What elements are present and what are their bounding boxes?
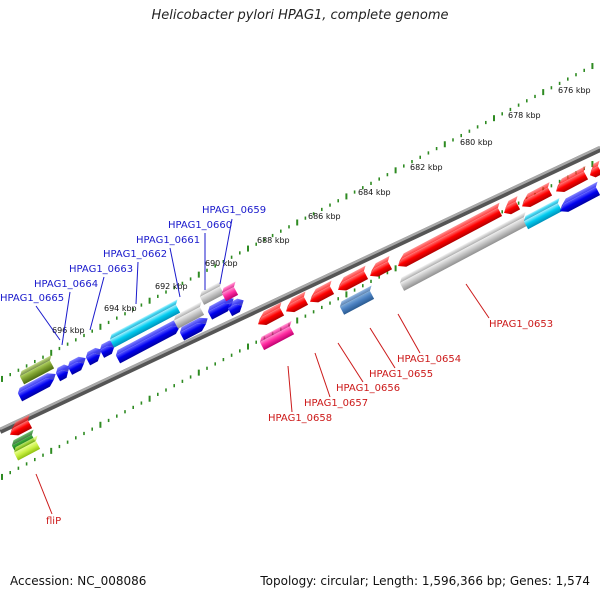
leader-line <box>337 342 364 383</box>
gene-label: HPAG1_0663 <box>69 264 133 275</box>
gene-blue-1 <box>17 373 56 402</box>
leader-line <box>89 276 105 331</box>
ruler-upper <box>1 63 594 382</box>
leader-line <box>287 365 293 413</box>
map-title: Helicobacter pylori HPAG1, complete geno… <box>151 8 449 23</box>
gene-gray-1 <box>173 301 205 329</box>
gene-label: HPAG1_0658 <box>268 413 332 424</box>
gene-gray-2 <box>199 280 225 305</box>
gene-red-1 <box>258 302 285 325</box>
backbone-line <box>0 145 600 431</box>
gene-red-4 <box>338 265 369 291</box>
leader-line <box>219 218 233 285</box>
tick-label: 688 kbp <box>257 236 290 245</box>
tick-label: 682 kbp <box>410 163 443 172</box>
gene-red-flip <box>10 414 33 436</box>
gene-pink-1 <box>221 281 239 302</box>
tick-label: 690 kbp <box>205 259 238 268</box>
gene-cyan-1 <box>109 299 181 348</box>
gene-red-7 <box>504 196 521 215</box>
gene-label: HPAG1_0664 <box>34 279 98 290</box>
tick-label: 692 kbp <box>155 282 188 291</box>
genome-backbone <box>0 145 600 434</box>
gene-lime-1 <box>13 435 41 461</box>
gene-red-6 <box>398 202 503 267</box>
gene-blue-7 <box>179 317 208 341</box>
gene-label: HPAG1_0661 <box>136 235 200 246</box>
tick-label: 678 kbp <box>508 111 541 120</box>
gene-track <box>10 160 600 461</box>
gene-label: HPAG1_0660 <box>168 220 232 231</box>
genome-summary-text: Topology: circular; Length: 1,596,366 bp… <box>260 574 590 588</box>
gene-blue-4 <box>85 347 102 366</box>
backbone-line-shadow <box>0 146 600 434</box>
gene-labels: HPAG1_0659 HPAG1_0660 HPAG1_0661 HPAG1_0662… <box>0 205 553 527</box>
gene-label: HPAG1_0657 <box>304 398 368 409</box>
leader-line <box>135 261 139 305</box>
gene-blue-8 <box>207 297 234 320</box>
tick-label: 694 kbp <box>104 304 137 313</box>
accession-text: Accession: NC_008086 <box>10 574 147 588</box>
leader-line <box>397 313 421 354</box>
leader-line <box>314 352 331 398</box>
gene-label: HPAG1_0656 <box>336 383 400 394</box>
gene-red-10 <box>590 160 600 178</box>
gene-label: HPAG1_0662 <box>103 249 167 260</box>
tick-label: 676 kbp <box>558 86 591 95</box>
gene-olive <box>19 355 55 385</box>
gene-label: HPAG1_0655 <box>369 369 433 380</box>
leader-line <box>61 291 71 346</box>
leader-line <box>465 283 490 319</box>
gene-label: HPAG1_0659 <box>202 205 266 216</box>
tick-label: 686 kbp <box>308 212 341 221</box>
gene-label: HPAG1_0653 <box>489 319 553 330</box>
gene-label: fliP <box>46 516 61 527</box>
leader-line <box>35 305 61 341</box>
gene-gray-3 <box>399 211 529 291</box>
gene-blue-2 <box>55 364 70 382</box>
tick-label: 684 kbp <box>358 188 391 197</box>
gene-blue-6 <box>115 320 182 364</box>
leader-line <box>369 327 396 369</box>
gene-red-3 <box>310 280 335 303</box>
gene-blue-3 <box>67 356 86 375</box>
leader-line <box>169 247 181 298</box>
tick-ruler: 676 kbp 678 kbp 680 kbp 682 kbp 684 kbp 686 k… <box>1 63 594 480</box>
gene-blue-10 <box>560 181 600 212</box>
gene-red-9 <box>556 166 589 193</box>
gene-pink-2 <box>259 320 295 351</box>
gene-cyan-2 <box>523 197 563 230</box>
leader-line <box>35 473 53 515</box>
tick-label: 696 kbp <box>52 326 85 335</box>
gene-steel-1 <box>339 285 375 315</box>
gene-blue-9 <box>227 298 244 317</box>
gene-red-5 <box>370 255 393 277</box>
gene-label: HPAG1_0665 <box>0 293 64 304</box>
gene-label: HPAG1_0654 <box>397 354 461 365</box>
gene-red-8 <box>522 182 553 208</box>
tick-label: 680 kbp <box>460 138 493 147</box>
gene-red-2 <box>286 291 309 313</box>
